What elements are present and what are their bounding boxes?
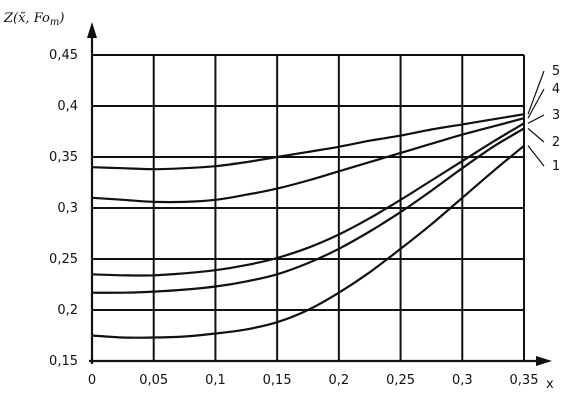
- x-tick-label: 0,05: [139, 373, 168, 388]
- y-tick-label: 0,15: [49, 354, 78, 369]
- curve-label-2: 2: [552, 135, 560, 150]
- curve-leader-2: [527, 127, 545, 143]
- y-tick-label: 0,4: [57, 99, 78, 114]
- series-line-5: [91, 113, 525, 171]
- series-line-1: [91, 144, 525, 339]
- y-axis-label-close: ): [58, 11, 64, 26]
- y-axis-arrow: [87, 22, 97, 38]
- y-tick-label: 0,35: [49, 150, 78, 165]
- curve-label-3: 3: [552, 108, 560, 123]
- y-tick-labels: 0,15 0,2 0,25 0,3 0,35 0,4 0,45: [49, 48, 78, 369]
- curve-label-1: 1: [552, 159, 560, 174]
- series-line-3: [91, 122, 525, 277]
- x-tick-label: 0,25: [386, 373, 415, 388]
- curve-leader-1: [527, 145, 545, 167]
- y-tick-label: 0,25: [49, 252, 78, 267]
- y-tick-label: 0,2: [57, 303, 78, 318]
- curve-leader-5: [527, 70, 545, 115]
- series-line-4: [91, 117, 525, 204]
- curve-label-4: 4: [552, 82, 560, 97]
- horizontal-gridlines: [92, 54, 524, 311]
- y-tick-label: 0,3: [57, 201, 78, 216]
- x-tick-label: 0,3: [452, 373, 473, 388]
- y-axis-label-main: Z(x̃, Fo: [3, 11, 50, 26]
- x-axis-label: x: [546, 377, 554, 392]
- series-lines: [91, 113, 525, 339]
- y-axis-label-subscript: m: [50, 17, 59, 28]
- curve-labels: 1 2 3 4 5: [527, 64, 560, 174]
- x-tick-label: 0,2: [329, 373, 350, 388]
- y-axis-label: Z(x̃, Fom): [3, 11, 64, 28]
- curve-leader-3: [527, 114, 545, 124]
- x-tick-labels: 0 0,05 0,1 0,15 0,2 0,25 0,3 0,35: [88, 373, 539, 388]
- x-axis-arrow: [536, 356, 552, 366]
- y-tick-label: 0,45: [49, 48, 78, 63]
- curve-label-5: 5: [552, 64, 560, 79]
- x-tick-label: 0: [88, 373, 96, 388]
- x-tick-label: 0,1: [205, 373, 226, 388]
- x-tick-label: 0,15: [263, 373, 292, 388]
- series-line-2: [91, 127, 525, 294]
- x-tick-label: 0,35: [510, 373, 539, 388]
- axes: [87, 22, 552, 366]
- curve-leader-4: [527, 88, 545, 119]
